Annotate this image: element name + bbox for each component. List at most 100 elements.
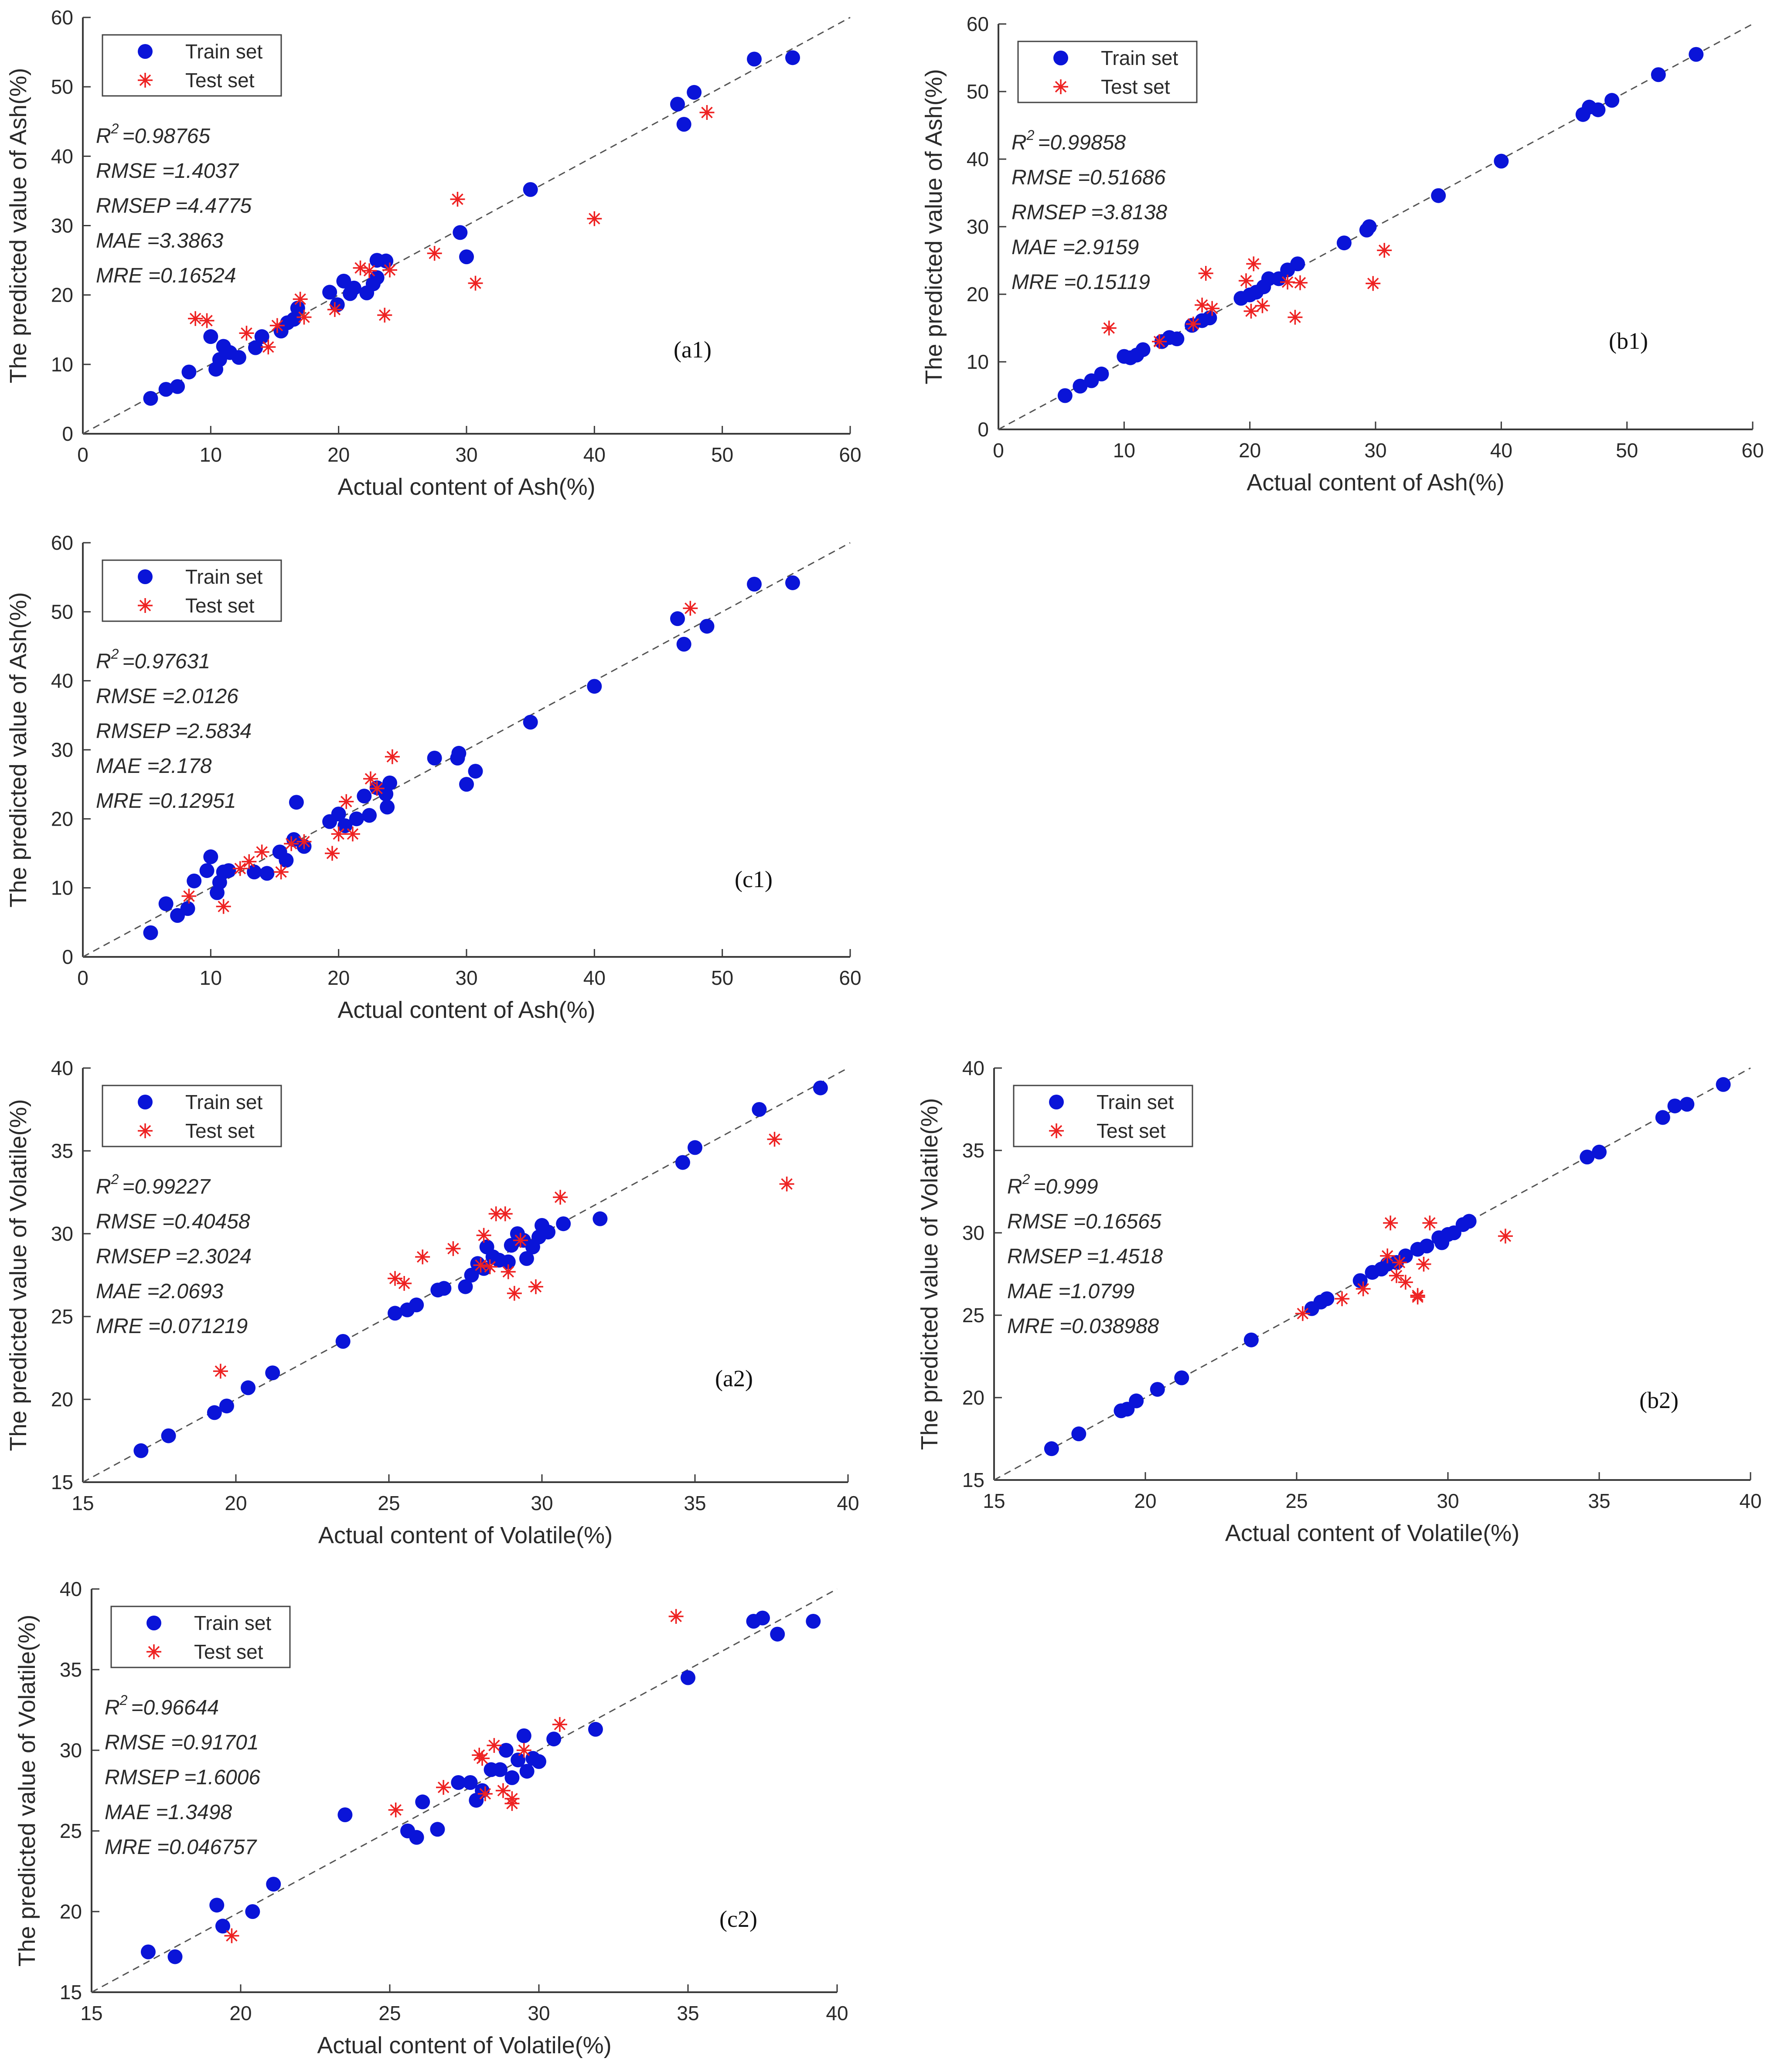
test-point xyxy=(232,861,248,876)
test-point xyxy=(224,1928,239,1943)
train-point xyxy=(670,611,685,626)
test-point xyxy=(1239,273,1254,288)
metric-rmsep-name: RMSEP xyxy=(1012,201,1091,224)
test-point xyxy=(1422,1215,1437,1231)
train-point xyxy=(279,853,294,868)
x-tick-label: 20 xyxy=(1134,1490,1156,1512)
test-point xyxy=(552,1717,567,1732)
metric-mre-name: MRE xyxy=(105,1836,157,1859)
train-point xyxy=(290,300,305,316)
test-point xyxy=(553,1190,568,1205)
legend-train-label: Train set xyxy=(185,40,262,63)
y-tick-label: 40 xyxy=(51,1057,73,1079)
train-point xyxy=(221,863,236,878)
y-tick-label: 50 xyxy=(967,80,989,103)
train-point xyxy=(531,1754,546,1769)
x-tick-label: 40 xyxy=(1490,439,1512,462)
train-point xyxy=(1590,102,1606,117)
x-tick-label: 30 xyxy=(1364,439,1386,462)
metric-rmsep: RMSEP =1.6006 xyxy=(105,1766,260,1789)
legend-test-marker xyxy=(138,598,153,613)
train-point xyxy=(468,764,483,779)
test-point xyxy=(1355,1281,1371,1296)
x-tick-label: 30 xyxy=(528,2002,550,2024)
test-point xyxy=(397,1276,412,1291)
metric-rmse: RMSE =0.40458 xyxy=(96,1210,250,1233)
chart-panel-c2: 15 20 25 30 35 40 15 20 25 30 35 40 Actual content o… xyxy=(14,1578,848,2058)
train-point xyxy=(331,806,346,822)
test-point xyxy=(345,827,360,842)
y-tick-label: 10 xyxy=(51,353,73,376)
x-tick-label: 35 xyxy=(684,1492,706,1514)
legend-train-label: Train set xyxy=(185,1091,262,1113)
train-point xyxy=(1716,1077,1731,1092)
metric-rmse-value: =0.51686 xyxy=(1078,166,1166,189)
metric-r2-symbol: R xyxy=(1007,1175,1022,1198)
metric-mae-name: MAE xyxy=(96,1280,147,1303)
x-axis-title: Actual content of Volatile(%) xyxy=(318,1522,613,1548)
test-point xyxy=(269,318,285,333)
train-point xyxy=(752,1102,767,1117)
train-point xyxy=(231,350,246,365)
y-tick-label: 30 xyxy=(51,738,73,761)
test-point xyxy=(1377,243,1392,258)
x-tick-label: 40 xyxy=(583,966,606,989)
panel-label-c1: (c1) xyxy=(735,866,773,892)
chart-panel-a2: 15 20 25 30 35 40 15 20 25 30 35 40 Actual content o… xyxy=(5,1057,859,1548)
y-axis-title: The predicted value of Volatile(%) xyxy=(14,1615,40,1967)
train-point xyxy=(504,1770,520,1785)
legend-train-marker xyxy=(138,1095,153,1109)
train-point xyxy=(676,636,691,652)
train-point xyxy=(670,96,685,112)
train-point xyxy=(523,182,538,197)
legend-test-label: Test set xyxy=(194,1640,263,1663)
y-tick-label: 35 xyxy=(51,1140,73,1162)
metric-mre: MRE =0.16524 xyxy=(96,264,236,287)
metric-mre-name: MRE xyxy=(96,264,148,287)
metric-r2-value: =0.97631 xyxy=(122,650,210,673)
metric-mae: MAE =3.3863 xyxy=(96,229,224,252)
test-point xyxy=(1410,1289,1425,1305)
train-point xyxy=(747,577,762,592)
legend-box xyxy=(102,559,282,622)
legend-train-marker xyxy=(138,44,153,59)
metric-rmse-value: =2.0126 xyxy=(162,685,238,708)
train-point xyxy=(459,777,474,792)
y-tick-label: 20 xyxy=(51,807,73,830)
metric-r2-value: =0.99858 xyxy=(1038,131,1126,154)
test-point xyxy=(473,1258,488,1273)
train-point xyxy=(451,1775,466,1790)
train-point xyxy=(170,379,185,394)
test-point xyxy=(1246,256,1261,272)
test-point xyxy=(446,1241,461,1256)
test-point xyxy=(1293,275,1308,290)
metric-r2-value: =0.96644 xyxy=(131,1696,219,1719)
legend-test-label: Test set xyxy=(185,1119,255,1142)
test-point xyxy=(1383,1215,1398,1231)
test-point xyxy=(488,1206,504,1221)
x-tick-label: 30 xyxy=(455,966,477,989)
metric-r2-value: =0.98765 xyxy=(122,125,210,148)
x-axis-title: Actual content of Ash(%) xyxy=(1247,470,1504,496)
test-point xyxy=(477,1786,493,1801)
y-tick-label: 25 xyxy=(60,1820,82,1842)
train-point xyxy=(785,575,800,590)
train-point xyxy=(436,1281,452,1296)
test-point xyxy=(1335,1291,1350,1306)
test-point xyxy=(1280,275,1295,290)
test-point xyxy=(468,276,483,291)
metric-mre: MRE =0.12951 xyxy=(96,789,236,813)
x-tick-label: 40 xyxy=(583,443,606,466)
metric-rmse: RMSE =0.51686 xyxy=(1012,166,1166,189)
test-point xyxy=(1389,1268,1404,1283)
y-tick-label: 40 xyxy=(967,148,989,170)
train-point xyxy=(1243,1332,1259,1347)
x-tick-label: 20 xyxy=(327,966,350,989)
train-point xyxy=(519,1251,534,1266)
train-point xyxy=(681,1670,695,1685)
chart-panel-c1: 0 10 20 30 40 50 60 0 10 20 30 40 50 60 Actual content… xyxy=(5,531,862,1023)
train-point xyxy=(504,1238,519,1253)
panel-label-b2: (b2) xyxy=(1639,1387,1679,1413)
train-point xyxy=(161,1428,176,1443)
metric-rmsep-value: =1.6006 xyxy=(184,1766,260,1789)
